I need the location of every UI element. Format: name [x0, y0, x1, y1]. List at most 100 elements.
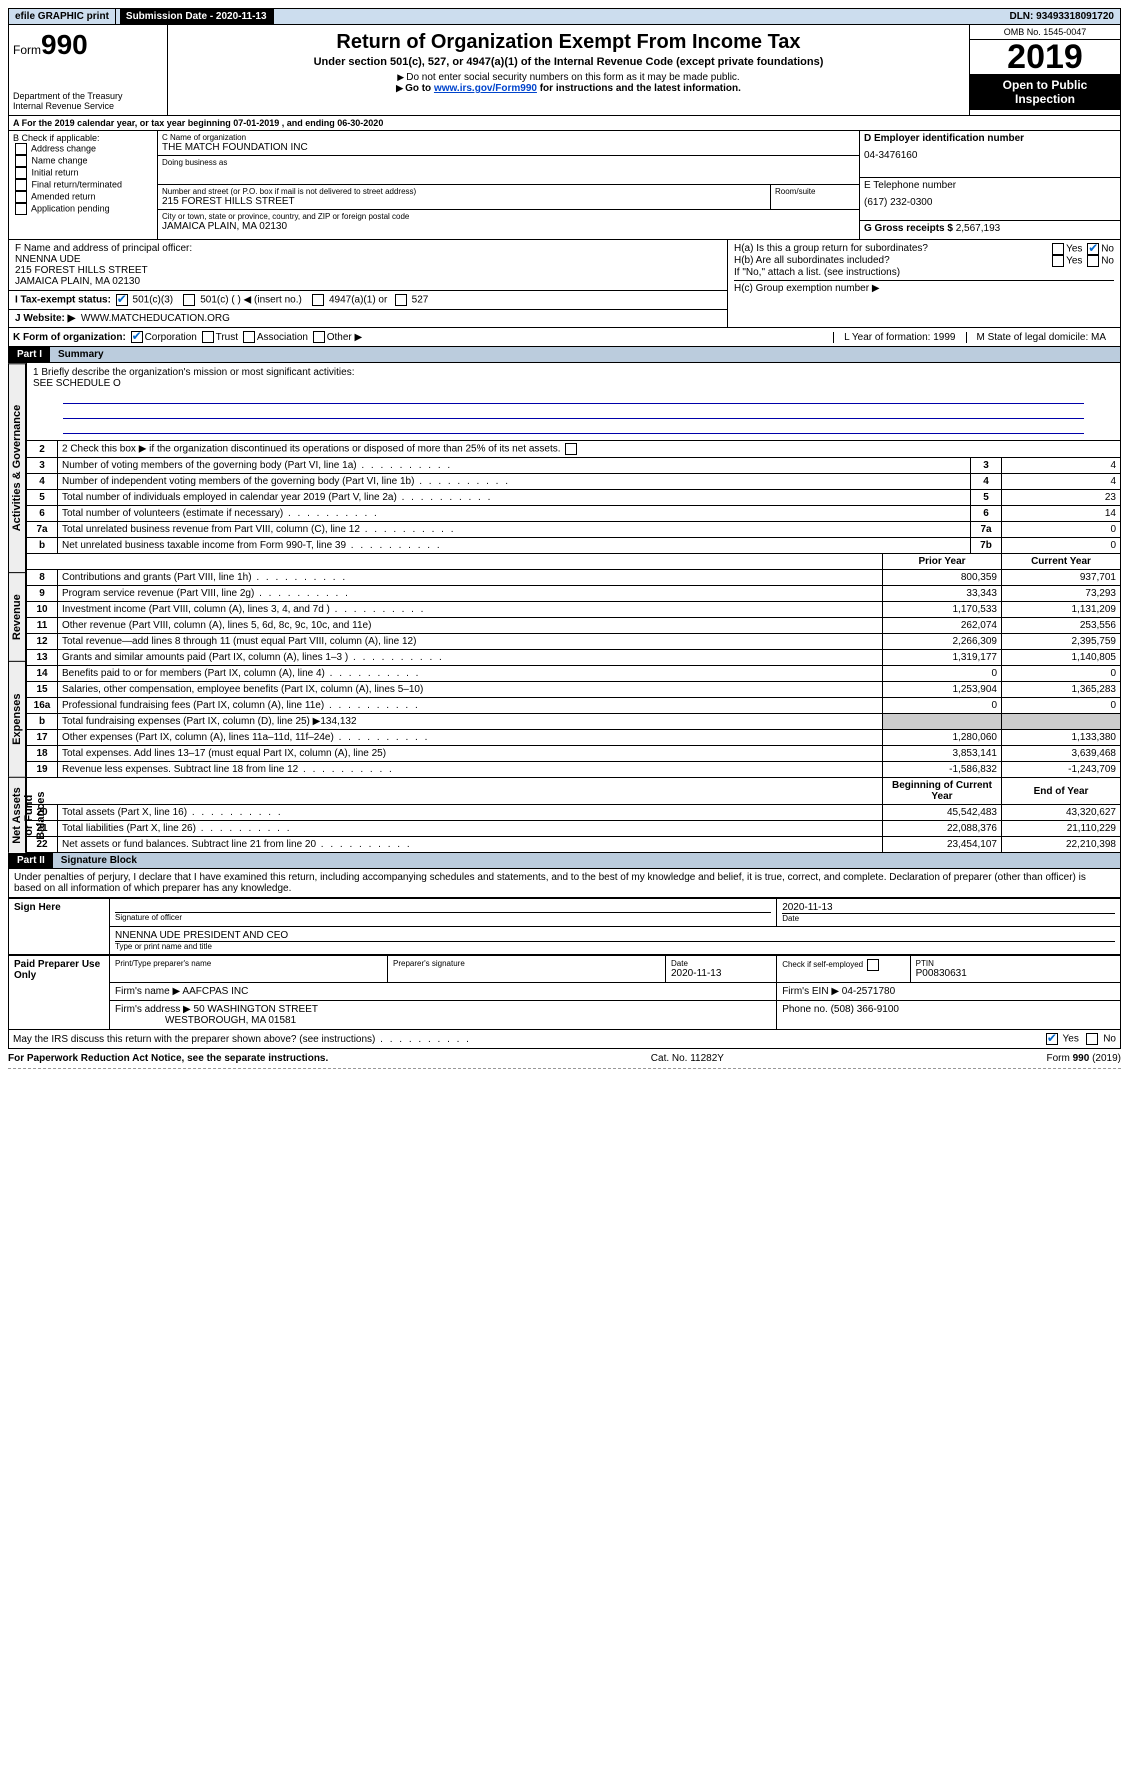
checkbox-name-change[interactable] [15, 155, 27, 167]
part-ii-header: Part II Signature Block [8, 853, 1121, 869]
footer-mid: Cat. No. 11282Y [651, 1053, 724, 1064]
l18-prior: 3,853,141 [883, 746, 1002, 762]
checkbox-4947[interactable] [312, 294, 324, 306]
l15-curr: 1,365,283 [1002, 682, 1121, 698]
city-state-zip: JAMAICA PLAIN, MA 02130 [162, 221, 855, 232]
form-prefix: Form [13, 43, 41, 57]
hb-yes[interactable] [1052, 255, 1064, 267]
firm-name: AAFCPAS INC [182, 986, 248, 997]
ha-label: H(a) Is this a group return for subordin… [734, 243, 928, 255]
l18-label: Total expenses. Add lines 13–17 (must eq… [58, 746, 883, 762]
firm-addr1: 50 WASHINGTON STREET [194, 1004, 318, 1015]
l13-prior: 1,319,177 [883, 650, 1002, 666]
line-4-val: 4 [1002, 474, 1121, 490]
checkbox-initial-return[interactable] [15, 167, 27, 179]
checkbox-final-return[interactable] [15, 179, 27, 191]
part-i-title: Summary [50, 347, 1120, 362]
l11-label: Other revenue (Part VIII, column (A), li… [58, 618, 883, 634]
top-bar: efile GRAPHIC print Submission Date - 20… [8, 8, 1121, 25]
form-990-number: 990 [41, 29, 88, 60]
tax-year-text: A For the 2019 calendar year, or tax yea… [13, 118, 383, 128]
checkbox-other[interactable] [313, 331, 325, 343]
checkbox-527[interactable] [395, 294, 407, 306]
l19-prior: -1,586,832 [883, 762, 1002, 778]
form-subtitle: Under section 501(c), 527, or 4947(a)(1)… [172, 56, 965, 68]
line-7a-label: Total unrelated business revenue from Pa… [58, 522, 971, 538]
l15-prior: 1,253,904 [883, 682, 1002, 698]
l16b-prior [883, 714, 1002, 730]
self-employed-label: Check if self-employed [782, 960, 863, 969]
yes-text2: Yes [1066, 256, 1082, 267]
opt-assoc: Association [257, 332, 308, 343]
line-4-label: Number of independent voting members of … [58, 474, 971, 490]
box-h: H(a) Is this a group return for subordin… [728, 240, 1120, 327]
city-label: City or town, state or province, country… [162, 212, 855, 221]
gross-value: 2,567,193 [956, 223, 1001, 234]
part-ii-badge: Part II [9, 853, 53, 868]
opt-final-return: Final return/terminated [32, 179, 123, 189]
form-title: Return of Organization Exempt From Incom… [172, 31, 965, 54]
phone-value: (617) 232-0300 [864, 197, 1116, 208]
hb-label: H(b) Are all subordinates included? [734, 255, 890, 267]
checkbox-amended[interactable] [15, 191, 27, 203]
officer-name: NNENNA UDE [15, 254, 721, 265]
checkbox-trust[interactable] [202, 331, 214, 343]
footer-left: For Paperwork Reduction Act Notice, see … [8, 1053, 328, 1064]
instructions-link[interactable]: www.irs.gov/Form990 [434, 83, 537, 94]
checkbox-address-change[interactable] [15, 143, 27, 155]
l19-label: Revenue less expenses. Subtract line 18 … [58, 762, 883, 778]
prep-date-label: Date [671, 959, 771, 968]
checkbox-discontinued[interactable] [565, 443, 577, 455]
discuss-no[interactable] [1086, 1033, 1098, 1045]
ha-yes[interactable] [1052, 243, 1064, 255]
box-deg: D Employer identification number 04-3476… [859, 131, 1120, 239]
l8-prior: 800,359 [883, 570, 1002, 586]
hc-label: H(c) Group exemption number ▶ [734, 280, 1114, 294]
l20-curr: 43,320,627 [1002, 805, 1121, 821]
tax-status-label: I Tax-exempt status: [15, 295, 111, 306]
submission-date[interactable]: Submission Date - 2020-11-13 [120, 9, 274, 24]
l12-prior: 2,266,309 [883, 634, 1002, 650]
l21-prior: 22,088,376 [883, 821, 1002, 837]
phone-label: E Telephone number [864, 180, 1116, 191]
line-2: 2 Check this box ▶ if the organization d… [58, 441, 1121, 458]
opt-4947: 4947(a)(1) or [329, 295, 387, 306]
addr-label: Number and street (or P.O. box if mail i… [162, 187, 766, 196]
opt-app-pending: Application pending [31, 203, 110, 213]
discuss-label: May the IRS discuss this return with the… [13, 1034, 471, 1045]
row-j: J Website: ▶ WWW.MATCHEDUCATION.ORG [9, 310, 727, 327]
line-5-val: 23 [1002, 490, 1121, 506]
website-label: J Website: ▶ [15, 313, 75, 324]
sig-date: 2020-11-13 [782, 902, 1115, 913]
checkbox-app-pending[interactable] [15, 203, 27, 215]
part-ii-title: Signature Block [53, 853, 1120, 868]
open-public-badge: Open to Public Inspection [970, 74, 1120, 110]
opt-corp: Corporation [145, 332, 197, 343]
row-i: I Tax-exempt status: 501(c)(3) 501(c) ( … [9, 291, 727, 310]
sig-officer-label: Signature of officer [115, 912, 771, 922]
efile-label[interactable]: efile GRAPHIC print [9, 9, 116, 24]
checkbox-assoc[interactable] [243, 331, 255, 343]
l12-label: Total revenue—add lines 8 through 11 (mu… [58, 634, 883, 650]
l20-prior: 45,542,483 [883, 805, 1002, 821]
l18-curr: 3,639,468 [1002, 746, 1121, 762]
discuss-yes[interactable] [1046, 1033, 1058, 1045]
officer-group-section: F Name and address of principal officer:… [8, 240, 1121, 328]
l9-label: Program service revenue (Part VIII, line… [58, 586, 883, 602]
l9-prior: 33,343 [883, 586, 1002, 602]
hb-note: If "No," attach a list. (see instruction… [734, 267, 1114, 278]
room-label: Room/suite [775, 187, 855, 196]
l8-curr: 937,701 [1002, 570, 1121, 586]
checkbox-corp[interactable] [131, 331, 143, 343]
hb-no[interactable] [1087, 255, 1099, 267]
opt-501c: 501(c) ( ) ◀ (insert no.) [200, 295, 302, 306]
sign-here-label: Sign Here [9, 899, 110, 955]
checkbox-501c[interactable] [183, 294, 195, 306]
ha-no[interactable] [1087, 243, 1099, 255]
checkbox-501c3[interactable] [116, 294, 128, 306]
dln-label: DLN: 93493318091720 [1003, 9, 1120, 24]
checkbox-self-employed[interactable] [867, 959, 879, 971]
box-b-title: B Check if applicable: [13, 133, 153, 143]
l10-curr: 1,131,209 [1002, 602, 1121, 618]
form-number: Form990 [13, 29, 163, 61]
